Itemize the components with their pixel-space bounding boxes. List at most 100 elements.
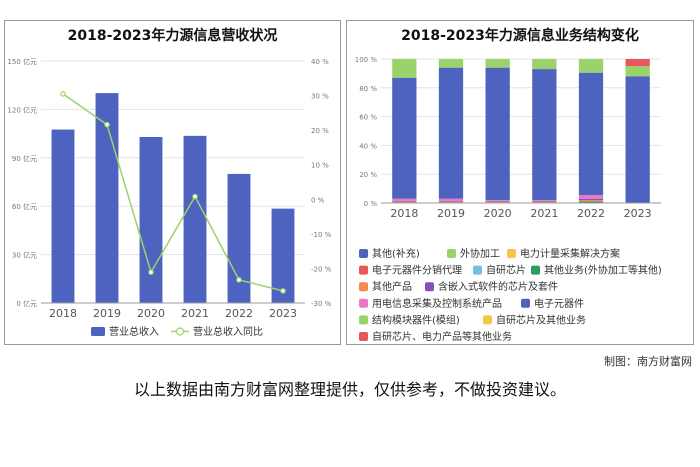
revenue-bar	[227, 173, 251, 303]
legend-label: 含嵌入式软件的芯片及套件	[438, 280, 558, 293]
right-axis-tick-label: 20 %	[311, 127, 329, 135]
right-axis-tick-label: 40 %	[311, 58, 329, 66]
legend-label: 外协加工	[460, 247, 500, 260]
structure-chart-title: 2018-2023年力源信息业务结构变化	[401, 28, 639, 44]
revenue-bar	[139, 136, 163, 303]
left-axis-tick-label: 0 亿元	[16, 299, 37, 308]
yoy-point	[60, 91, 66, 97]
left-axis-tick-label: 90 亿元	[12, 154, 37, 163]
stack-segment	[532, 201, 557, 203]
structure-chart: 0 % 20 % 40 % 60 % 80 % 100 % 2018 2019 2020 2021…	[355, 56, 662, 343]
x-axis-tick-label: 2021	[530, 207, 558, 220]
legend-swatch	[507, 249, 516, 258]
right-axis-tick-label: 30 %	[311, 93, 329, 101]
stack-segment	[578, 72, 604, 196]
stack-segment	[532, 59, 557, 70]
x-axis-tick-label: 2019	[93, 307, 121, 320]
legend-label: 结构模块器件(模组)	[372, 313, 460, 326]
stack-segment	[392, 77, 417, 199]
stack-segment	[578, 59, 604, 73]
legend-swatch	[359, 298, 368, 308]
legend-swatch	[359, 332, 368, 341]
x-axis-tick-label: 2022	[225, 307, 253, 320]
legend-label: 电力计量采集解决方案	[520, 247, 620, 260]
yoy-point	[280, 288, 286, 294]
x-axis-tick-label: 2023	[269, 307, 297, 320]
legend-swatch	[473, 265, 482, 275]
right-axis-tick-label: 0 %	[311, 196, 325, 204]
stack-segment	[438, 200, 464, 202]
legend-label: 用电信息采集及控制系统产品	[372, 297, 502, 310]
right-axis-tick-label: 10 %	[311, 162, 329, 170]
x-axis-tick-label: 2021	[181, 307, 209, 320]
stack-segment	[625, 66, 650, 77]
legend-label: 其他(补充)	[372, 247, 420, 260]
x-axis-tick-label: 2018	[49, 307, 77, 320]
legend-label: 自研芯片	[486, 264, 526, 277]
revenue-bar	[183, 135, 207, 303]
revenue-chart-panel: 2018-2023年力源信息营收状况 0 亿元 30 亿元 60 亿元 90 亿元 12…	[4, 20, 341, 345]
legend-label: 电子元器件分销代理	[372, 264, 462, 277]
x-axis-tick-label: 2019	[437, 207, 465, 220]
yoy-point	[148, 269, 154, 276]
legend-label-yoy: 营业总收入同比	[193, 325, 263, 338]
legend-label-revenue: 营业总收入	[109, 325, 159, 338]
revenue-chart-title: 2018-2023年力源信息营收状况	[67, 28, 278, 44]
disclaimer-note: 以上数据由南方财富网整理提供，仅供参考，不做投资建议。	[133, 380, 566, 399]
legend-swatch	[425, 282, 434, 292]
stack-segment	[392, 59, 417, 78]
legend-label: 自研芯片及其他业务	[496, 313, 586, 326]
stack-segment	[392, 201, 417, 203]
y-axis-tick-label: 20 %	[359, 171, 377, 179]
structure-chart-panel: 2018-2023年力源信息业务结构变化 0 % 20 % 40 % 60 % 80 %…	[346, 20, 694, 345]
stack-segment	[578, 201, 604, 203]
x-axis-tick-label: 2022	[577, 207, 605, 220]
revenue-bar	[51, 129, 75, 303]
legend-label: 其他产品	[372, 280, 412, 293]
stack-segment	[438, 59, 464, 68]
stack-segment	[485, 201, 510, 203]
stack-segment	[578, 198, 604, 201]
y-axis-tick-label: 100 %	[355, 56, 378, 64]
stack-segment	[438, 67, 464, 199]
y-axis-tick-label: 60 %	[359, 114, 377, 122]
x-axis-tick-label: 2020	[137, 307, 165, 320]
stack-segment	[485, 59, 510, 68]
legend-swatch-revenue	[91, 327, 105, 336]
stack-segment	[485, 200, 510, 202]
stack-segment	[392, 200, 417, 202]
stack-segment	[578, 195, 604, 199]
y-axis-tick-label: 40 %	[359, 142, 377, 150]
right-axis-tick-label: -30 %	[311, 300, 332, 308]
left-axis-tick-label: 60 亿元	[12, 202, 37, 211]
legend-label: 电子元器件	[534, 297, 584, 310]
legend-swatch	[483, 315, 492, 325]
chart-credit: 制图：南方财富网	[604, 355, 692, 368]
legend-label: 其他业务(外协加工等其他)	[544, 264, 662, 277]
stack-segment	[438, 201, 464, 203]
yoy-point	[104, 121, 110, 128]
revenue-bar	[271, 208, 295, 303]
yoy-line	[62, 93, 284, 292]
x-axis-tick-label: 2023	[624, 207, 652, 220]
stack-segment	[578, 200, 604, 202]
right-axis-tick-label: -20 %	[311, 265, 332, 273]
left-axis-tick-label: 120 亿元	[7, 105, 37, 114]
stack-segment	[532, 200, 557, 201]
legend-marker-yoy	[175, 327, 185, 336]
stack-segment	[485, 200, 510, 201]
legend-swatch	[359, 315, 368, 325]
stack-segment	[392, 198, 417, 201]
stack-segment	[625, 76, 650, 203]
left-axis-tick-label: 150 亿元	[7, 57, 37, 66]
left-axis-tick-label: 30 亿元	[12, 251, 37, 260]
legend-swatch	[447, 249, 456, 258]
stack-segment	[485, 67, 510, 201]
stack-segment	[532, 200, 557, 202]
legend-swatch	[359, 282, 368, 292]
x-axis-tick-label: 2018	[390, 207, 418, 220]
y-axis-tick-label: 0 %	[364, 200, 378, 208]
yoy-point	[236, 277, 242, 283]
right-axis-tick-label: -10 %	[311, 231, 332, 239]
legend-swatch	[359, 249, 368, 258]
